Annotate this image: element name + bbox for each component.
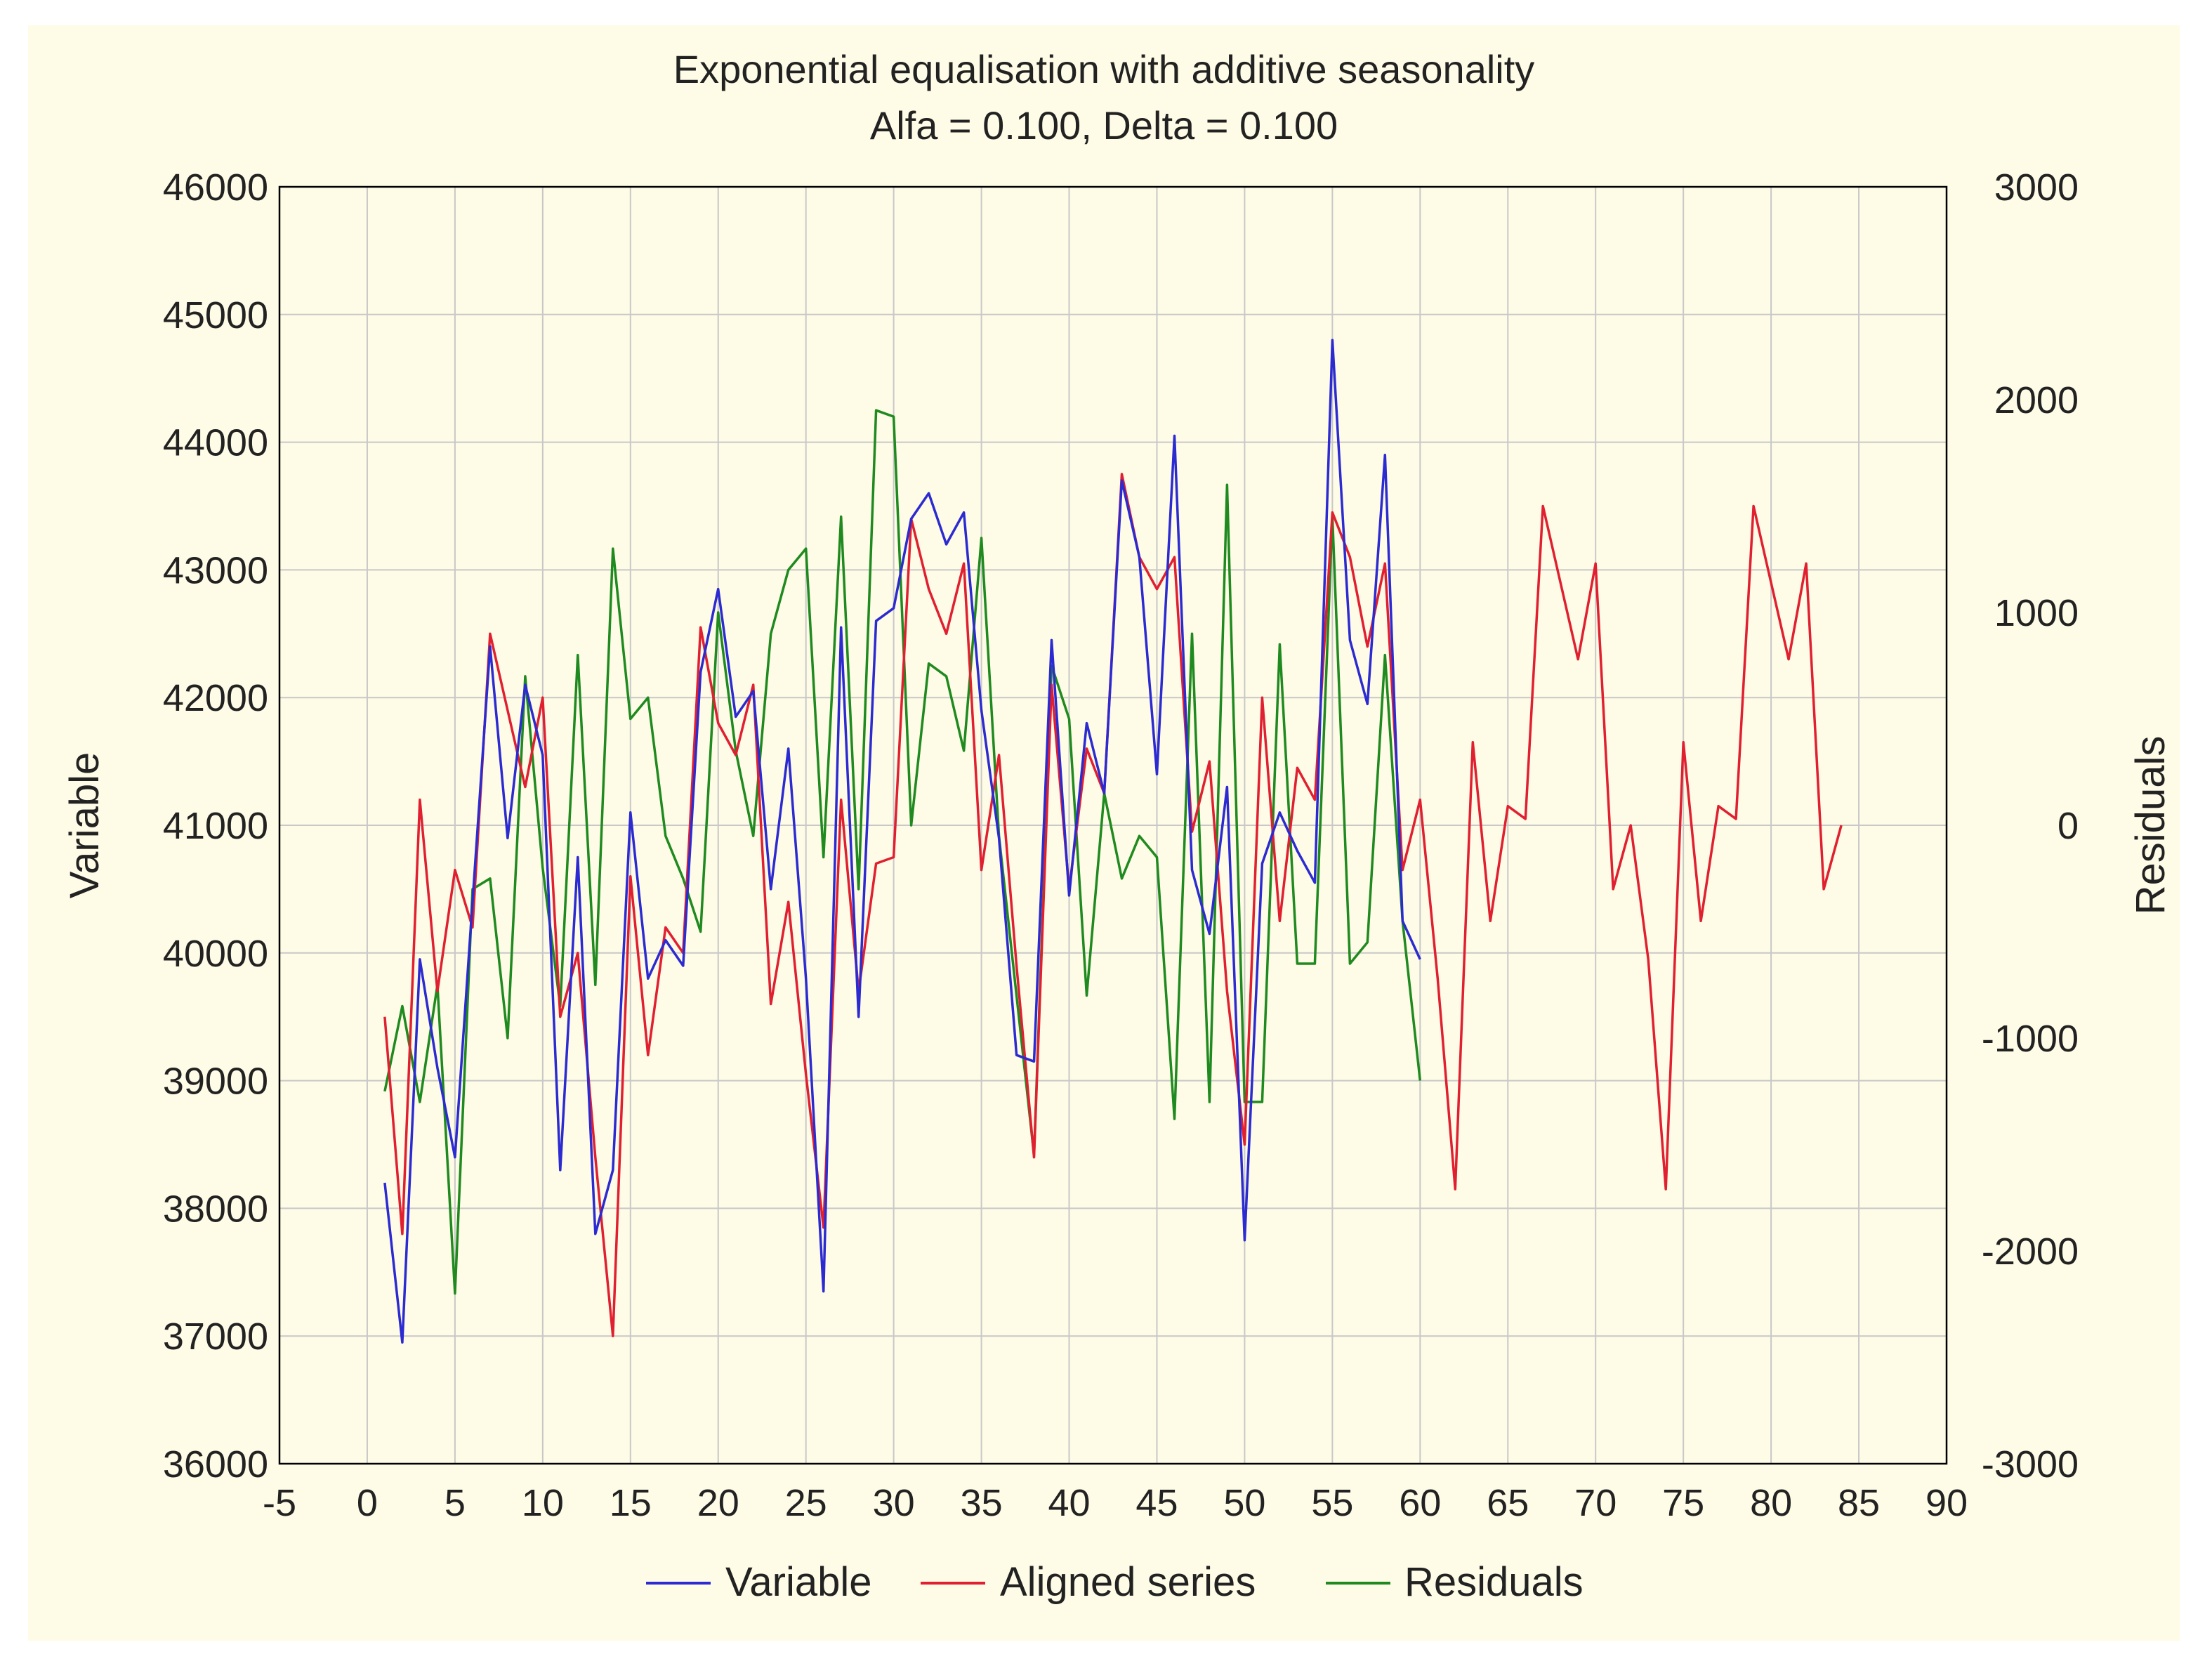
x-tick-label: 30 [873,1482,915,1524]
chart-subtitle: Alfa = 0.100, Delta = 0.100 [870,103,1338,147]
x-tick-label: 70 [1574,1482,1617,1524]
tick-labels: -5 0 5 10 15 20 25 30 35 40 45 50 55 60 65 70 75 80 85 90 36… [163,166,2079,1524]
x-tick-label: 10 [522,1482,564,1524]
y-tick-label: 45000 [163,294,268,336]
y-axis-label: Variable [62,752,107,899]
grid [279,186,1947,1464]
y2-tick-label: 3000 [1994,166,2079,209]
plot-area-border [278,185,1948,1465]
y2-axis-label: Residuals [2128,736,2173,915]
y-tick-label: 43000 [163,549,268,591]
series-layer [383,339,1843,1344]
x-tick-label: 5 [445,1482,466,1524]
series-line-variable [383,339,1421,1344]
y-tick-label: 37000 [163,1316,268,1358]
chart-panel: Exponential equalisation with additive s… [28,25,2180,1641]
y2-tick-label: -3000 [1982,1443,2079,1485]
y-tick-label: 39000 [163,1061,268,1103]
x-tick-label: 35 [961,1482,1003,1524]
y2-tick-label: 1000 [1994,592,2079,634]
y-tick-label: 41000 [163,805,268,847]
x-tick-label: 20 [697,1482,739,1524]
x-tick-label: 45 [1135,1482,1178,1524]
y2-tick-label: -2000 [1982,1231,2079,1273]
y-tick-label: 36000 [163,1443,268,1485]
x-tick-label: 60 [1399,1482,1441,1524]
x-tick-label: 85 [1838,1482,1880,1524]
y-tick-label: 44000 [163,422,268,464]
x-tick-label: 15 [610,1482,652,1524]
chart-title: Exponential equalisation with additive s… [673,47,1535,91]
legend-label-variable: Variable [725,1559,872,1605]
x-tick-label: 80 [1750,1482,1792,1524]
chart-svg: Exponential equalisation with additive s… [62,47,2173,1605]
x-tick-label: -5 [263,1482,296,1524]
x-tick-label: 25 [785,1482,827,1524]
x-tick-label: 90 [1925,1482,1968,1524]
y-tick-label: 42000 [163,677,268,719]
y-tick-label: 40000 [163,933,268,975]
y-tick-label: 46000 [163,166,268,209]
x-tick-label: 65 [1487,1482,1529,1524]
x-tick-label: 55 [1311,1482,1353,1524]
legend-label-residuals: Residuals [1404,1559,1584,1605]
series-line-residuals [383,409,1422,1295]
y2-tick-label: 2000 [1994,379,2079,421]
x-tick-label: 50 [1223,1482,1265,1524]
y2-tick-label: -1000 [1982,1018,2079,1060]
x-tick-label: 40 [1048,1482,1090,1524]
y-tick-label: 38000 [163,1188,268,1230]
legend-label-aligned-series: Aligned series [1000,1559,1256,1605]
x-tick-label: 75 [1662,1482,1704,1524]
legend: Variable Aligned series Residuals [646,1559,1584,1605]
x-tick-label: 0 [357,1482,378,1524]
y2-tick-label: 0 [2058,805,2079,847]
